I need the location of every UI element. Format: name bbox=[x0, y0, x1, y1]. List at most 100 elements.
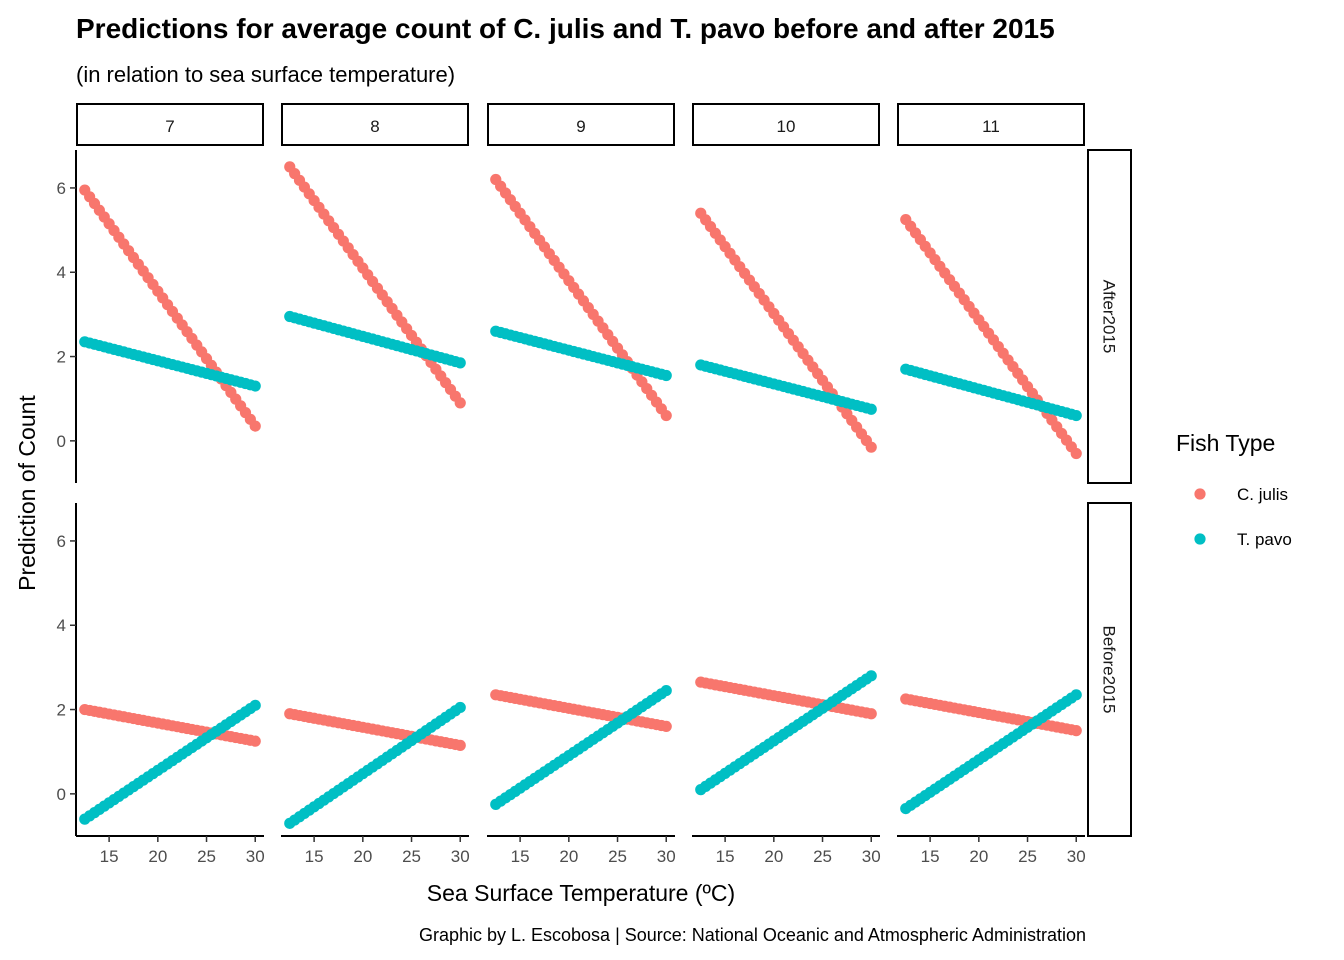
facet-strip-7 bbox=[76, 103, 264, 146]
series-tpavo bbox=[79, 336, 261, 392]
panel-7-after2015 bbox=[79, 184, 261, 432]
data-point bbox=[865, 441, 877, 453]
chart-caption: Graphic by L. Escobosa | Source: Nationa… bbox=[419, 925, 1086, 945]
facet-strip-before2015 bbox=[1087, 502, 1132, 837]
x-tick-label: 25 bbox=[608, 847, 627, 866]
y-tick-label: 4 bbox=[57, 616, 66, 635]
y-tick-label: 4 bbox=[57, 263, 66, 282]
facet-strip-10 bbox=[692, 103, 880, 146]
y-tick-label: 2 bbox=[57, 701, 66, 720]
x-tick-label: 20 bbox=[559, 847, 578, 866]
x-tick-label: 15 bbox=[921, 847, 940, 866]
series-cjulis bbox=[695, 676, 877, 720]
facet-strip-11 bbox=[897, 103, 1085, 146]
panel-8-before2015 bbox=[284, 701, 466, 829]
facet-strip-9 bbox=[487, 103, 675, 146]
panel-11-after2015 bbox=[900, 213, 1082, 460]
series-cjulis bbox=[284, 161, 466, 409]
series-cjulis bbox=[284, 708, 466, 751]
axes: 0 2 4 6 0 2 4 6 15 20 25 30 15 20 25 30 15 20 25 30 15 20 25 30… bbox=[57, 150, 1086, 866]
x-tick-label: 30 bbox=[862, 847, 881, 866]
facet-column-strips: 7 8 9 10 11 bbox=[76, 103, 1085, 146]
chart-subtitle: (in relation to sea surface temperature) bbox=[76, 62, 455, 87]
series-cjulis bbox=[79, 184, 261, 432]
data-point bbox=[660, 369, 672, 382]
series-tpavo bbox=[900, 363, 1082, 422]
panel-8-after2015 bbox=[284, 161, 466, 409]
legend-label: T. pavo bbox=[1237, 530, 1292, 549]
series-cjulis bbox=[79, 703, 261, 747]
data-point bbox=[1070, 409, 1082, 422]
data-point bbox=[1070, 689, 1082, 701]
x-axis-title: Sea Surface Temperature (ºC) bbox=[427, 880, 735, 906]
facet-strip-label: Before2015 bbox=[1100, 626, 1119, 714]
legend-label: C. julis bbox=[1237, 485, 1288, 504]
panel-9-before2015 bbox=[490, 684, 672, 810]
data-point bbox=[454, 701, 466, 714]
x-tick-label: 30 bbox=[1067, 847, 1086, 866]
series-tpavo bbox=[900, 689, 1082, 815]
facet-strip-label: 7 bbox=[165, 117, 174, 136]
series-tpavo bbox=[284, 701, 466, 829]
data-point bbox=[865, 670, 877, 682]
data-point bbox=[249, 380, 261, 392]
data-point bbox=[660, 720, 672, 733]
x-tick-label: 15 bbox=[511, 847, 530, 866]
series-tpavo bbox=[695, 359, 877, 415]
series-tpavo bbox=[79, 699, 261, 825]
data-point bbox=[249, 420, 261, 432]
series-cjulis bbox=[490, 173, 672, 422]
x-tick-label: 25 bbox=[402, 847, 421, 866]
facet-strip-label: 10 bbox=[777, 117, 796, 136]
facet-strip-label: After2015 bbox=[1100, 280, 1119, 354]
facet-panels bbox=[79, 161, 1082, 829]
facet-strip-after2015 bbox=[1087, 149, 1132, 484]
legend-title: Fish Type bbox=[1176, 430, 1275, 456]
y-tick-label: 6 bbox=[57, 532, 66, 551]
y-tick-label: 2 bbox=[57, 348, 66, 367]
panel-11-before2015 bbox=[900, 689, 1082, 815]
y-axis-title: Prediction of Count bbox=[14, 395, 40, 591]
x-tick-label: 25 bbox=[813, 847, 832, 866]
legend: Fish Type C. julis T. pavo bbox=[1176, 430, 1292, 549]
data-point bbox=[865, 403, 877, 415]
x-tick-label: 25 bbox=[197, 847, 216, 866]
facet-strip-label: 11 bbox=[982, 117, 1000, 136]
facet-strip-label: 9 bbox=[576, 117, 585, 136]
facet-row-strips: After2015 Before2015 bbox=[1087, 149, 1132, 837]
data-point bbox=[249, 735, 261, 747]
data-point bbox=[660, 684, 672, 697]
y-tick-label: 0 bbox=[57, 785, 66, 804]
series-tpavo bbox=[490, 684, 672, 810]
y-tick-label: 6 bbox=[57, 179, 66, 198]
data-point bbox=[865, 708, 877, 720]
data-point bbox=[1070, 447, 1082, 460]
x-tick-label: 20 bbox=[148, 847, 167, 866]
x-tick-label: 30 bbox=[246, 847, 265, 866]
legend-key bbox=[1194, 533, 1206, 545]
x-tick-label: 15 bbox=[100, 847, 119, 866]
panel-10-before2015 bbox=[695, 670, 877, 796]
panel-7-before2015 bbox=[79, 699, 261, 825]
facet-strip-label: 8 bbox=[370, 117, 379, 136]
x-tick-label: 20 bbox=[353, 847, 372, 866]
panel-10-after2015 bbox=[695, 207, 877, 453]
data-point bbox=[454, 397, 466, 409]
data-point bbox=[454, 357, 466, 369]
y-tick-label: 0 bbox=[57, 432, 66, 451]
x-tick-label: 20 bbox=[764, 847, 783, 866]
x-tick-label: 20 bbox=[969, 847, 988, 866]
panel-9-after2015 bbox=[490, 173, 672, 422]
data-point bbox=[249, 699, 261, 711]
series-tpavo bbox=[695, 670, 877, 796]
x-tick-label: 30 bbox=[451, 847, 470, 866]
x-tick-label: 15 bbox=[716, 847, 735, 866]
facet-strip-8 bbox=[281, 103, 469, 146]
series-cjulis bbox=[900, 213, 1082, 460]
data-point bbox=[660, 409, 672, 422]
legend-key bbox=[1194, 488, 1206, 500]
series-tpavo bbox=[490, 325, 672, 382]
data-point bbox=[1070, 725, 1082, 737]
x-tick-label: 15 bbox=[305, 847, 324, 866]
x-tick-label: 25 bbox=[1018, 847, 1037, 866]
